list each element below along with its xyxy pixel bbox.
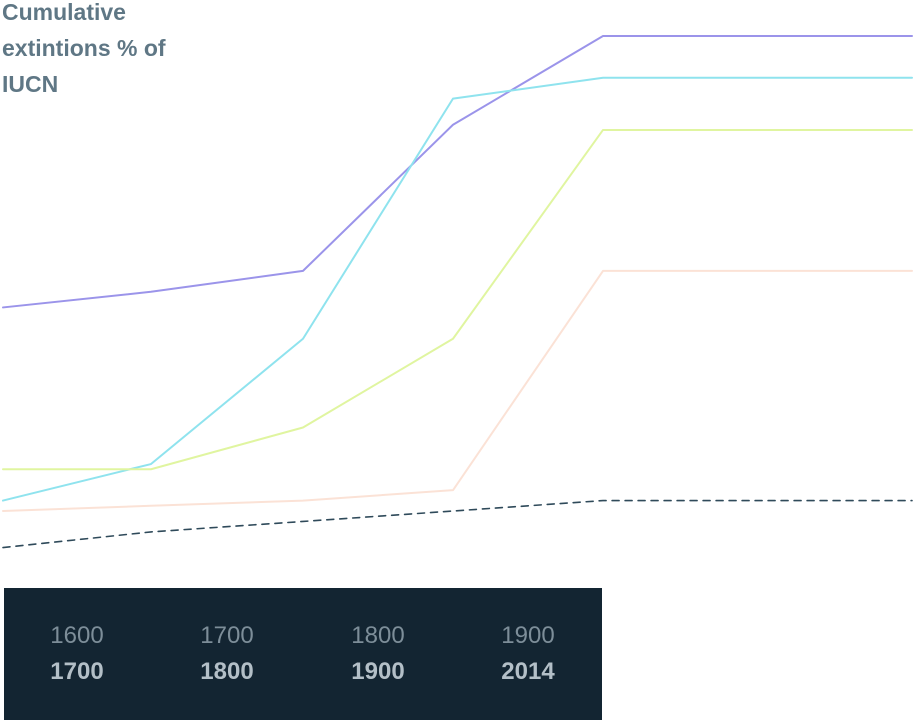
x-tick-start-1700: 1700 [200, 622, 253, 649]
series-line-5 [2, 499, 913, 549]
x-tick-start-1900: 1900 [501, 622, 554, 649]
series-line-2 [2, 76, 913, 502]
x-tick-start-1800: 1800 [351, 622, 404, 649]
x-tick-start-1600: 1600 [50, 622, 103, 649]
x-tick-end-1800: 1800 [200, 658, 253, 685]
series-lines [2, 35, 913, 549]
series-line-1 [2, 35, 913, 309]
series-line-4 [2, 269, 913, 513]
chart-title-line-1: Cumulative [2, 0, 126, 25]
x-tick-end-1700: 1700 [50, 658, 103, 685]
chart-title-line-3: IUCN [2, 71, 59, 97]
x-tick-end-2014: 2014 [501, 658, 555, 685]
chart-title: Cumulative extintions % of IUCN [2, 0, 232, 102]
x-tick-end-1900: 1900 [351, 658, 404, 685]
series-line-3 [2, 128, 913, 471]
chart-title-line-2: extintions % of [2, 35, 166, 61]
x-tick-labels: 1600 1700 1700 1800 1800 1900 1900 2014 [50, 622, 555, 685]
